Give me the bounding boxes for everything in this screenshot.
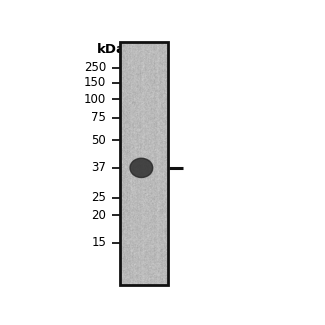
Text: 20: 20 [91, 209, 106, 222]
Text: 37: 37 [91, 162, 106, 175]
Text: 15: 15 [91, 237, 106, 250]
Text: 100: 100 [84, 93, 106, 106]
Text: 250: 250 [84, 61, 106, 74]
Text: 150: 150 [84, 76, 106, 89]
Text: 50: 50 [91, 134, 106, 147]
Text: kDa: kDa [97, 43, 126, 56]
Text: 75: 75 [91, 111, 106, 124]
Text: 25: 25 [91, 191, 106, 204]
